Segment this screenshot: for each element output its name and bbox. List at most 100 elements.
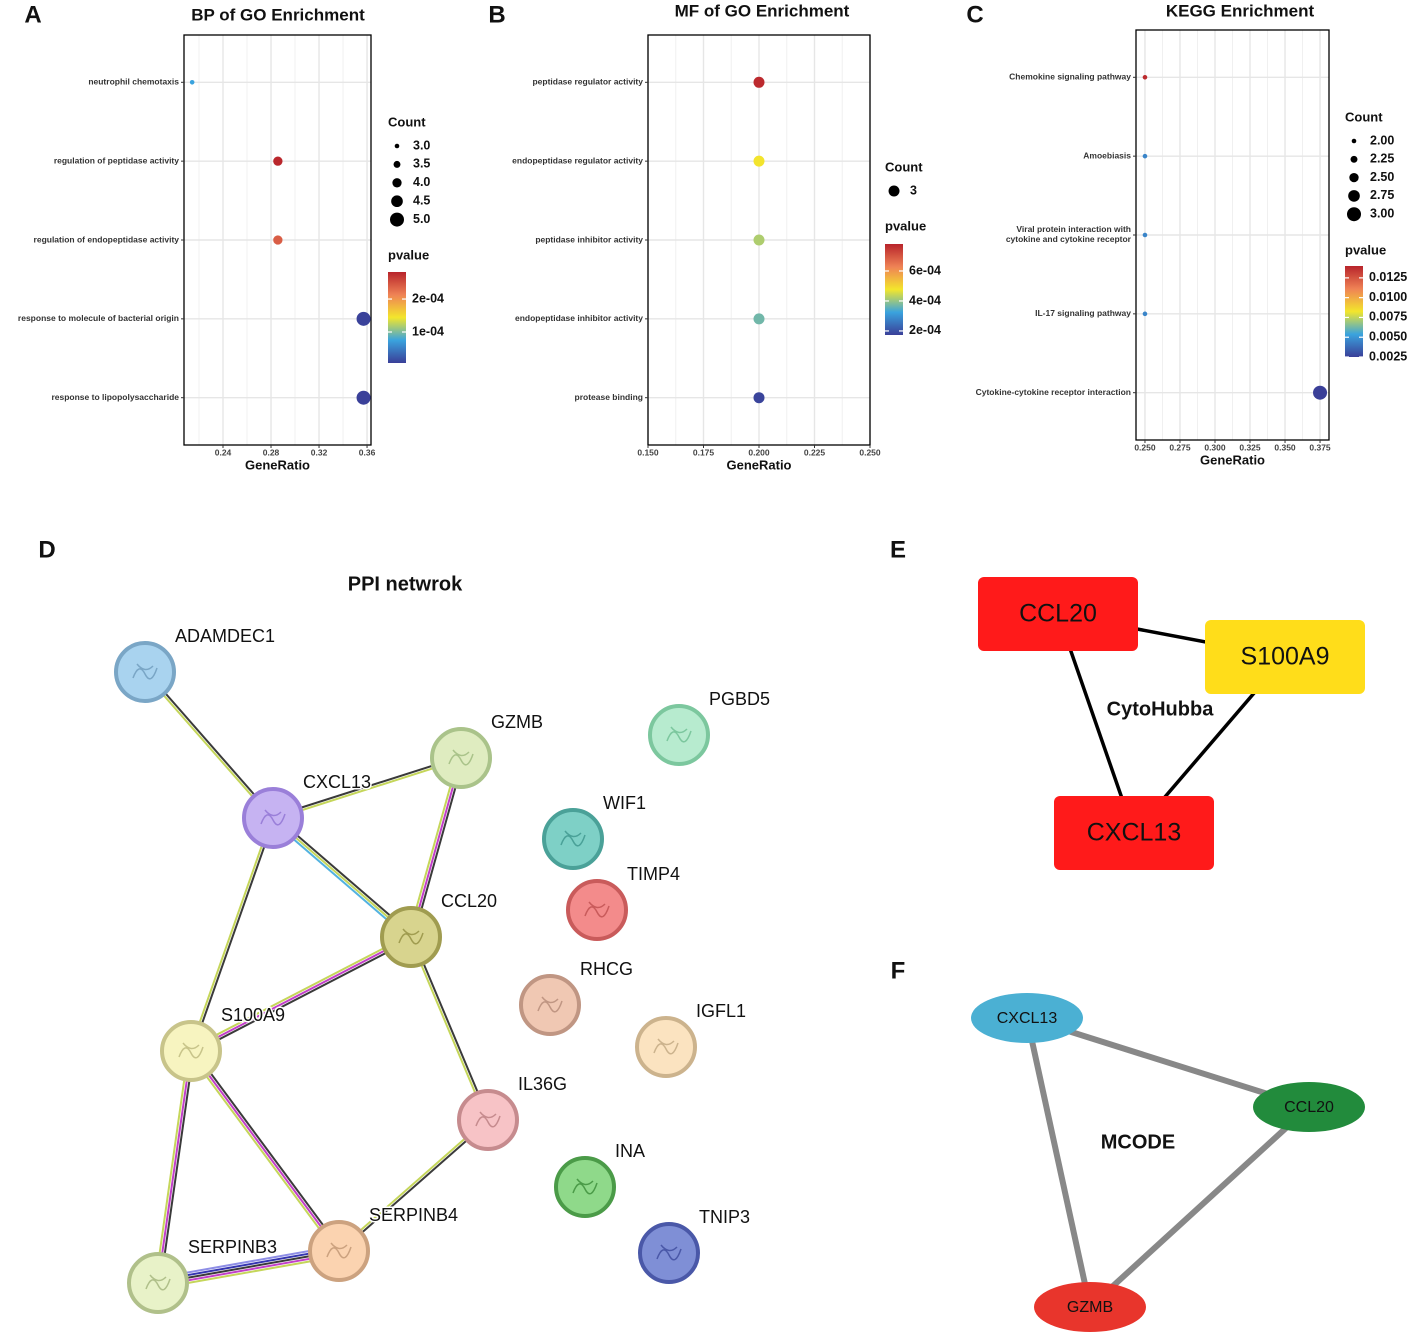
ppi-node	[127, 1252, 189, 1314]
protein-structure	[584, 901, 610, 918]
ppi-node-label: SERPINB4	[369, 1205, 458, 1225]
colorbar-label: 4e-04	[909, 293, 941, 307]
hub-node	[1054, 796, 1214, 870]
ppi-node	[566, 879, 628, 941]
chart-title: KEGG Enrichment	[1166, 1, 1315, 20]
colorbar	[885, 244, 903, 335]
x-tick-label: 0.275	[1169, 442, 1191, 452]
category-label: response to lipopolysaccharide	[51, 392, 179, 402]
dot	[356, 311, 371, 326]
panel-label: A	[24, 1, 41, 28]
ppi-edge	[154, 1050, 190, 1283]
ppi-node-label: TIMP4	[627, 864, 680, 884]
protein-structure	[475, 1111, 501, 1128]
protein-structure	[656, 1244, 682, 1261]
category-label: peptidase regulator activity	[532, 77, 643, 87]
colorbar-label: 0.0075	[1369, 310, 1407, 324]
mcode-edge	[1024, 1017, 1093, 1308]
ppi-edge	[159, 1051, 195, 1284]
colorbar-label: 6e-04	[909, 263, 941, 277]
legend-label: 4.5	[413, 193, 430, 207]
hub-node	[1205, 620, 1365, 694]
ppi-edge	[191, 938, 413, 1055]
legend-label: 2.50	[1370, 170, 1394, 184]
category-label: regulation of endopeptidase activity	[34, 234, 180, 244]
ppi-node	[457, 1089, 519, 1151]
ppi-node-label: CXCL13	[303, 772, 371, 792]
panel-label: C	[966, 1, 983, 28]
protein-structure	[326, 1242, 352, 1259]
ppi-node	[635, 1016, 697, 1078]
mcode-edge	[1087, 1104, 1312, 1310]
legend-title: pvalue	[388, 247, 429, 262]
category-label: response to molecule of bacterial origin	[18, 313, 179, 323]
mcode-title: MCODE	[1101, 1131, 1175, 1153]
legend-dot	[394, 143, 400, 149]
ppi-node-label: INA	[615, 1141, 645, 1161]
ppi-edge	[190, 1050, 340, 1252]
ppi-edge	[145, 670, 275, 818]
ppi-node-label: SERPINB3	[188, 1237, 277, 1257]
x-tick-label: 0.250	[1134, 442, 1156, 452]
mcode-node	[1034, 1282, 1146, 1332]
ppi-node-label: GZMB	[491, 712, 543, 732]
ppi-node-label: PGBD5	[709, 689, 770, 709]
protein-structure	[260, 809, 286, 826]
category-label: protease binding	[575, 392, 643, 402]
ppi-node	[648, 704, 710, 766]
dot	[753, 234, 765, 246]
category-label: endopeptidase regulator activity	[512, 155, 643, 165]
chart-title: MF of GO Enrichment	[675, 1, 850, 20]
ppi-edge	[190, 936, 412, 1052]
chart-title: BP of GO Enrichment	[191, 5, 365, 24]
legend-title: pvalue	[1345, 242, 1386, 257]
legend-dot	[1350, 155, 1358, 163]
hub-node-label: S100A9	[1241, 643, 1330, 671]
dot	[273, 156, 283, 166]
protein-structure	[666, 726, 692, 743]
protein-structure	[398, 928, 424, 945]
x-tick-label: 0.36	[359, 447, 376, 457]
mcode-node	[1253, 1082, 1365, 1132]
legend-label: 3	[910, 183, 917, 197]
dot	[753, 313, 765, 325]
ppi-edge	[412, 758, 465, 938]
legend-dot	[1351, 138, 1357, 144]
hub-title: CytoHubba	[1107, 698, 1215, 720]
ppi-edge	[272, 755, 461, 818]
x-tick-label: 0.150	[637, 447, 659, 457]
ppi-edge	[273, 758, 462, 821]
dot	[189, 80, 195, 85]
legend-dot	[390, 212, 404, 227]
ppi-node-label: CCL20	[441, 891, 497, 911]
protein-structure	[448, 749, 474, 766]
colorbar	[1345, 266, 1363, 357]
ppi-node-label: ADAMDEC1	[175, 626, 275, 646]
hub-node-label: CCL20	[1019, 600, 1097, 628]
protein-structure	[653, 1038, 679, 1055]
dot	[753, 76, 765, 88]
mcode-node	[971, 993, 1083, 1043]
colorbar-label: 1e-04	[412, 324, 444, 338]
colorbar-label: 0.0125	[1369, 270, 1407, 284]
ppi-node-label: S100A9	[221, 1005, 285, 1025]
ppi-edge	[156, 1244, 339, 1279]
ppi-node	[430, 727, 492, 789]
ppi-node	[114, 641, 176, 703]
colorbar-label: 2e-04	[909, 323, 941, 337]
x-tick-label: 0.28	[263, 447, 280, 457]
mcode-node-label: CCL20	[1284, 1099, 1334, 1116]
legend-label: 3.5	[413, 157, 430, 171]
ppi-edge	[188, 817, 273, 1051]
ppi-edge	[143, 672, 273, 820]
hub-title-bg	[1100, 697, 1220, 723]
dot	[1142, 153, 1148, 159]
x-axis-label: GeneRatio	[245, 457, 310, 472]
ppi-node	[638, 1222, 700, 1284]
ppi-node	[308, 1220, 370, 1282]
ppi-node-label: IGFL1	[696, 1001, 746, 1021]
network-title: PPI netwrok	[348, 573, 463, 595]
dot	[273, 235, 283, 245]
dot	[753, 392, 765, 404]
